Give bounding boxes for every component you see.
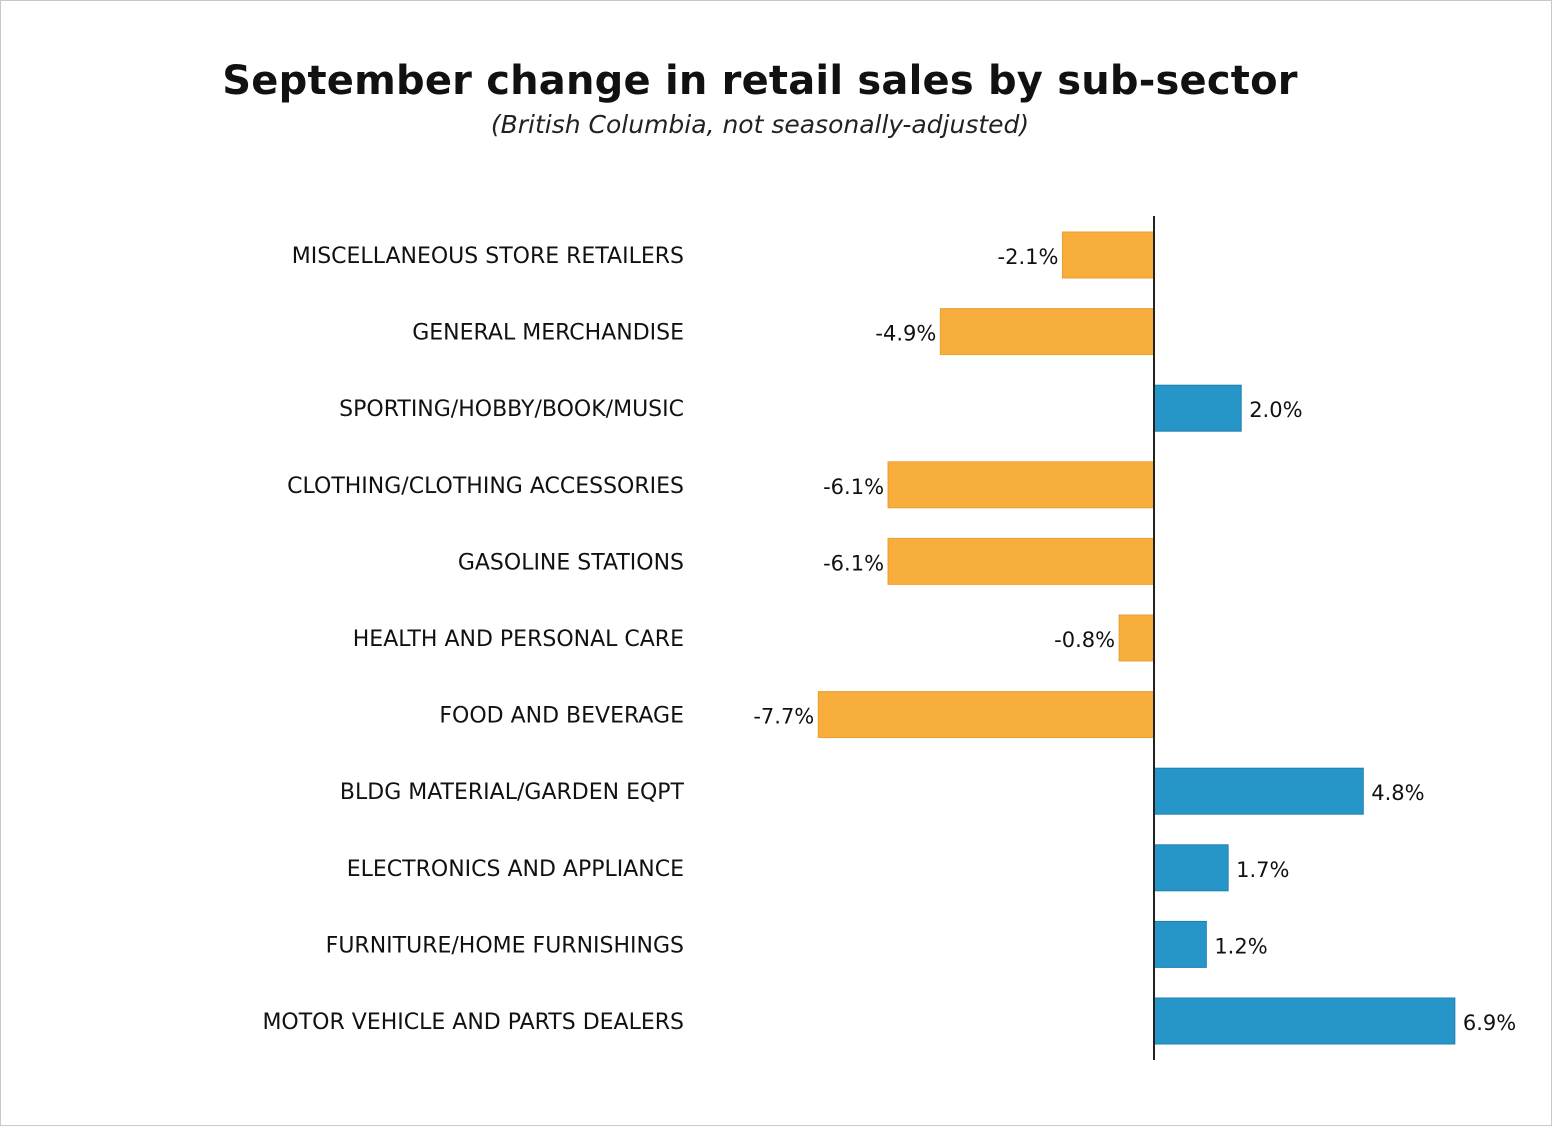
- data-label: 1.7%: [1236, 858, 1289, 882]
- data-label: -7.7%: [753, 705, 814, 729]
- category-label: BLDG MATERIAL/GARDEN EQPT: [340, 780, 685, 805]
- bar: [1118, 614, 1155, 662]
- data-label: -0.8%: [1054, 628, 1115, 652]
- category-label: MOTOR VEHICLE AND PARTS DEALERS: [262, 1010, 684, 1035]
- data-label: 6.9%: [1463, 1011, 1516, 1035]
- data-label: -6.1%: [823, 475, 884, 499]
- bar: [1153, 767, 1364, 815]
- data-label: -2.1%: [998, 245, 1059, 269]
- bar: [887, 461, 1155, 509]
- bar: [1153, 997, 1456, 1045]
- chart-title: September change in retail sales by sub-…: [222, 58, 1298, 104]
- category-label: MISCELLANEOUS STORE RETAILERS: [292, 244, 684, 269]
- data-label: 1.2%: [1214, 934, 1267, 958]
- bar: [817, 691, 1155, 739]
- category-label: GENERAL MERCHANDISE: [412, 321, 684, 346]
- bar: [1061, 231, 1155, 279]
- bar: [1153, 920, 1207, 968]
- category-label: HEALTH AND PERSONAL CARE: [353, 627, 684, 652]
- category-label: FOOD AND BEVERAGE: [439, 704, 684, 729]
- category-label: CLOTHING/CLOTHING ACCESSORIES: [287, 474, 684, 499]
- data-label: 2.0%: [1249, 398, 1302, 422]
- category-label: GASOLINE STATIONS: [458, 550, 684, 575]
- bar: [1153, 844, 1229, 892]
- data-label: -4.9%: [875, 322, 936, 346]
- bar: [887, 537, 1155, 585]
- chart-subtitle: (British Columbia, not seasonally-adjust…: [490, 110, 1030, 139]
- bar: [939, 308, 1155, 356]
- category-label: ELECTRONICS AND APPLIANCE: [347, 857, 684, 882]
- category-label: FURNITURE/HOME FURNISHINGS: [326, 933, 684, 958]
- data-label: 4.8%: [1371, 781, 1424, 805]
- category-label: SPORTING/HOBBY/BOOK/MUSIC: [339, 397, 684, 422]
- bar: [1153, 384, 1242, 432]
- data-label: -6.1%: [823, 551, 884, 575]
